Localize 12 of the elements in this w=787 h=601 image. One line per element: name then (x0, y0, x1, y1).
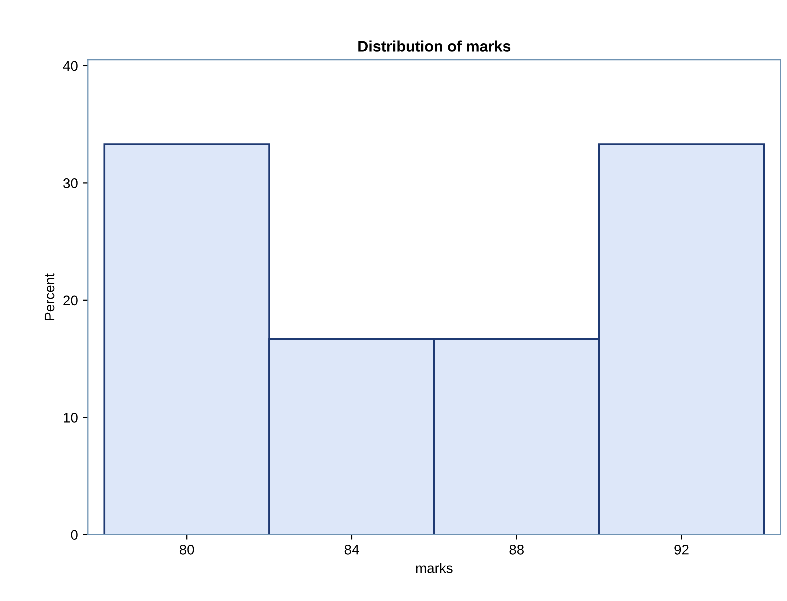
y-tick-label: 40 (63, 61, 78, 72)
y-tick-label: 0 (71, 530, 78, 540)
x-tick-label: 88 (510, 544, 524, 555)
y-axis-title: Percent (44, 274, 55, 320)
x-tick-label: 92 (674, 544, 689, 555)
y-tick-label: 30 (64, 178, 78, 188)
x-axis-title: marks (416, 563, 453, 574)
y-tick-label: 10 (64, 412, 78, 423)
x-tick-label: 84 (344, 544, 360, 555)
x-tick-label: 80 (180, 544, 194, 555)
chart-title: Distribution of marks (358, 40, 511, 52)
y-tick-label: 20 (64, 296, 78, 306)
